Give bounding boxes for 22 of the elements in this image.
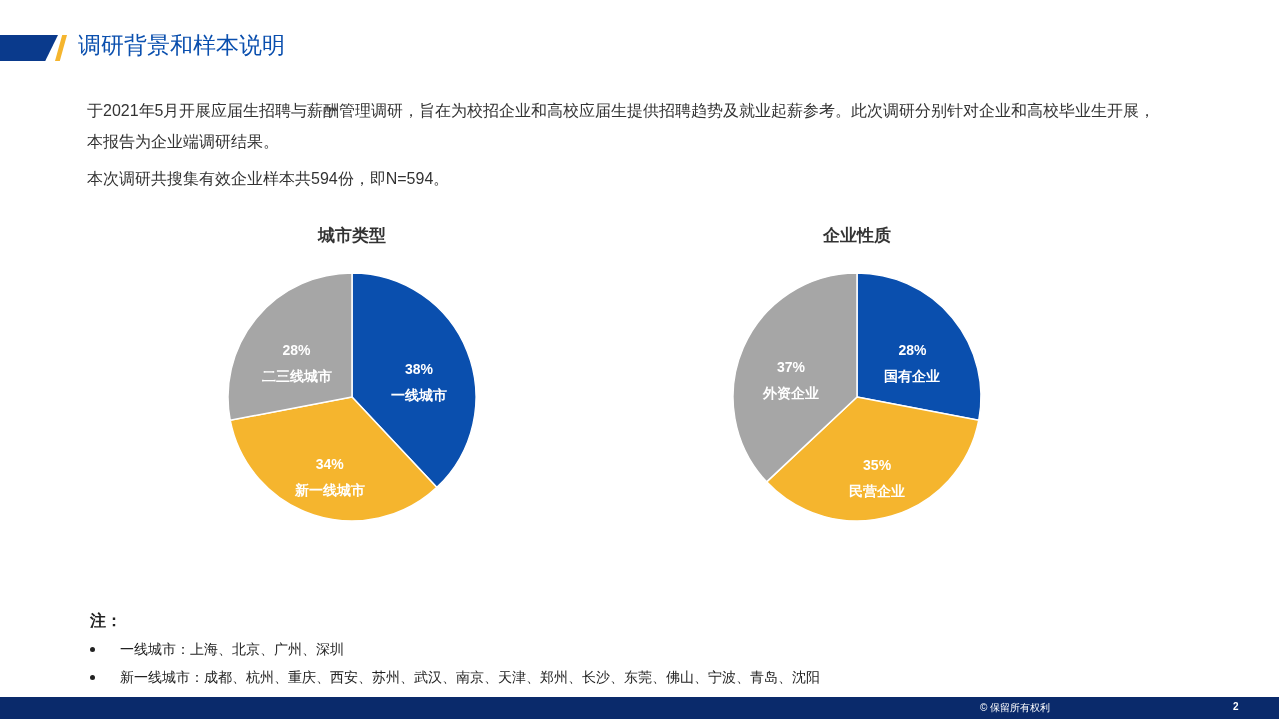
data-label: 34% (315, 456, 345, 473)
text: 2 (1233, 701, 1239, 712)
slice-label: 国有企业 (884, 368, 941, 385)
text: 新一线城市：成都、杭州、重庆、西安、苏州、武汉、南京、天津、郑州、长沙、东莞、佛山、宁波、青岛、沈阳 (119, 669, 820, 687)
text: 一线城市：上海、北京、广州、深圳 (119, 641, 344, 659)
slice-label: 新一线城市 (293, 482, 365, 499)
text: 调研背景和样本说明 (78, 31, 285, 60)
text: 本次调研共搜集有效企业样本共594份，即N=594。 (87, 169, 451, 189)
text: © 保留所有权利 (980, 701, 1051, 715)
data-label: 28% (898, 342, 928, 359)
data-label: 38% (404, 361, 434, 378)
data-label: 35% (863, 457, 892, 474)
data-label: 37% (776, 359, 806, 376)
data-label: 28% (282, 342, 312, 359)
slice-label: 一线城市 (390, 387, 447, 404)
chart-title: 企业性质 (822, 226, 891, 245)
slice-label: 民营企业 (849, 483, 906, 500)
text: 于2021年5月开展应届生招聘与薪酬管理调研，旨在为校招企业和高校应届生提供招聘趋势及就业起薪参考。此次调研分别针对企业和高校毕业生开展，本报告为企业端调研结果。 (87, 101, 1157, 152)
text: 注： (90, 611, 122, 631)
slice-label: 外资企业 (761, 385, 819, 402)
slice-label: 二三线城市 (261, 368, 332, 385)
chart-title: 城市类型 (317, 226, 386, 245)
